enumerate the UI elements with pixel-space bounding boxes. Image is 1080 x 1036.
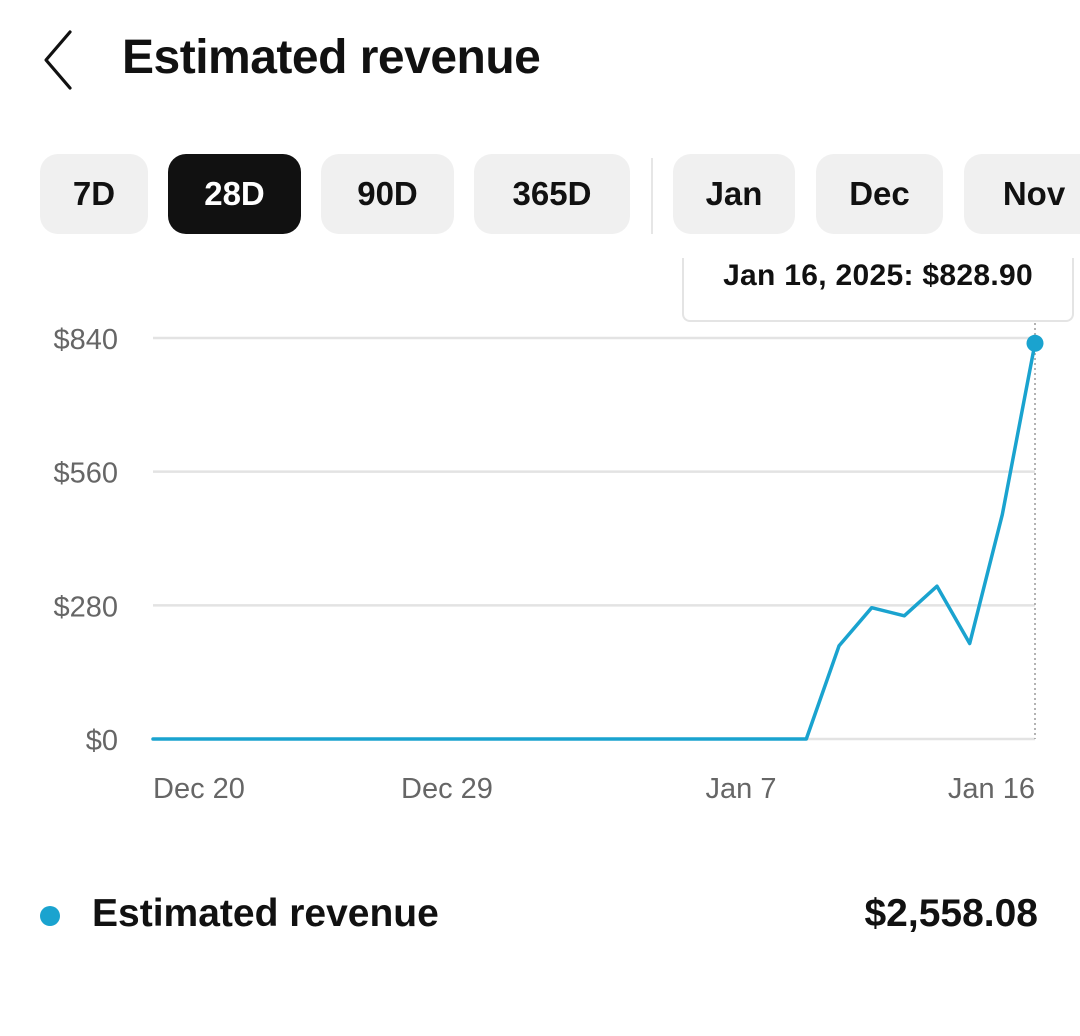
header: Estimated revenue: [0, 0, 1080, 120]
revenue-chart[interactable]: $0 $280 $560 $840 Dec 20 Dec 29 Jan 7 Jan 16: [0, 258, 1080, 818]
x-tick-label: Dec 20: [153, 773, 245, 805]
legend-total-value: $2,558.08: [864, 892, 1038, 935]
legend-dot-icon: [40, 906, 60, 926]
chip-jan[interactable]: Jan: [673, 154, 795, 234]
revenue-chart-svg: $0 $280 $560 $840 Dec 20 Dec 29 Jan 7 Jan 16: [53, 318, 1044, 805]
y-tick-label: $560: [53, 458, 118, 490]
legend-label: Estimated revenue: [92, 892, 439, 935]
y-tick-label: $0: [86, 725, 118, 757]
y-tick-label: $280: [53, 591, 118, 623]
chip-nov[interactable]: Nov: [964, 154, 1080, 234]
legend: Estimated revenue $2,558.08: [0, 880, 1080, 952]
chart-tooltip: Jan 16, 2025: $828.90: [682, 258, 1074, 322]
y-tick-label: $840: [53, 324, 118, 356]
back-button[interactable]: [30, 22, 90, 98]
x-tick-label: Dec 29: [401, 773, 493, 805]
date-range-chips: 7D 28D 90D 365D Jan Dec Nov: [0, 154, 1080, 236]
page-title: Estimated revenue: [122, 31, 541, 84]
chip-90d[interactable]: 90D: [321, 154, 454, 234]
series-line: [151, 341, 1037, 741]
chip-365d[interactable]: 365D: [474, 154, 630, 234]
chip-7d[interactable]: 7D: [40, 154, 148, 234]
chip-dec[interactable]: Dec: [816, 154, 943, 234]
chip-28d[interactable]: 28D: [168, 154, 301, 234]
x-tick-label: Jan 16: [948, 773, 1035, 805]
highlight-point: [1026, 334, 1044, 352]
chip-divider: [651, 158, 653, 234]
x-tick-label: Jan 7: [706, 773, 777, 805]
chevron-left-icon: [44, 30, 72, 90]
